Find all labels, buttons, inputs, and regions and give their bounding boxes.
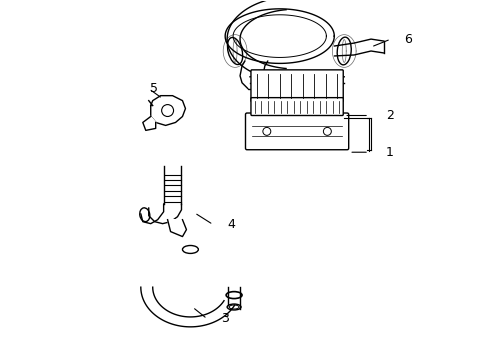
Polygon shape	[151, 96, 185, 125]
FancyBboxPatch shape	[245, 113, 349, 150]
FancyBboxPatch shape	[251, 98, 343, 116]
Polygon shape	[141, 287, 235, 327]
Polygon shape	[168, 220, 187, 237]
Text: 1: 1	[386, 146, 394, 159]
Text: 2: 2	[386, 109, 394, 122]
Text: 3: 3	[221, 312, 229, 325]
Polygon shape	[143, 117, 156, 130]
Polygon shape	[227, 0, 286, 81]
Text: 4: 4	[227, 218, 235, 231]
Text: 6: 6	[404, 33, 412, 46]
FancyBboxPatch shape	[251, 70, 343, 102]
Text: 5: 5	[150, 82, 158, 95]
